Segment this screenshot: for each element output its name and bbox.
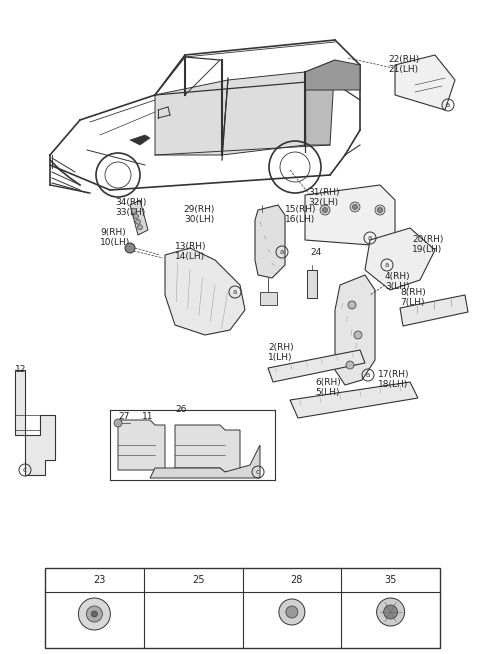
Text: 6(RH)
5(LH): 6(RH) 5(LH) bbox=[315, 378, 341, 398]
Polygon shape bbox=[365, 228, 435, 290]
Polygon shape bbox=[15, 370, 55, 475]
Text: 23: 23 bbox=[93, 575, 106, 585]
Circle shape bbox=[346, 361, 354, 369]
Polygon shape bbox=[201, 606, 207, 616]
Text: 2(RH)
1(LH): 2(RH) 1(LH) bbox=[268, 343, 294, 362]
Text: 4(RH)
3(LH): 4(RH) 3(LH) bbox=[385, 272, 410, 292]
Text: 25: 25 bbox=[192, 575, 204, 585]
Text: a: a bbox=[385, 262, 389, 268]
Polygon shape bbox=[130, 135, 150, 145]
Circle shape bbox=[375, 205, 385, 215]
Text: 13(RH)
14(LH): 13(RH) 14(LH) bbox=[175, 242, 206, 262]
Text: 27: 27 bbox=[118, 412, 130, 421]
Polygon shape bbox=[335, 275, 375, 385]
Circle shape bbox=[348, 301, 356, 309]
Circle shape bbox=[135, 219, 141, 224]
Text: 26: 26 bbox=[175, 405, 186, 414]
Polygon shape bbox=[260, 292, 277, 305]
Text: a: a bbox=[78, 576, 83, 585]
Polygon shape bbox=[150, 445, 260, 478]
Polygon shape bbox=[185, 600, 201, 622]
Polygon shape bbox=[188, 622, 198, 638]
Text: 24: 24 bbox=[310, 248, 321, 257]
Circle shape bbox=[352, 205, 358, 209]
Polygon shape bbox=[179, 606, 185, 616]
Polygon shape bbox=[118, 420, 165, 475]
Circle shape bbox=[114, 419, 122, 427]
Text: c: c bbox=[276, 576, 280, 585]
Polygon shape bbox=[288, 625, 296, 642]
Circle shape bbox=[86, 606, 102, 622]
Text: 11: 11 bbox=[142, 412, 154, 421]
Text: 31(RH)
32(LH): 31(RH) 32(LH) bbox=[308, 188, 339, 207]
Text: 8(RH)
7(LH): 8(RH) 7(LH) bbox=[400, 288, 426, 307]
Circle shape bbox=[377, 598, 405, 626]
Circle shape bbox=[137, 225, 143, 230]
Polygon shape bbox=[255, 205, 285, 278]
Text: 20(RH)
19(LH): 20(RH) 19(LH) bbox=[412, 235, 444, 254]
Circle shape bbox=[323, 207, 327, 213]
Polygon shape bbox=[222, 72, 305, 155]
Polygon shape bbox=[400, 295, 468, 326]
Polygon shape bbox=[305, 60, 335, 145]
Text: 12: 12 bbox=[15, 365, 26, 374]
Text: 35: 35 bbox=[384, 575, 397, 585]
Polygon shape bbox=[305, 60, 360, 90]
Polygon shape bbox=[155, 80, 228, 155]
Polygon shape bbox=[130, 200, 148, 235]
Text: 15(RH)
16(LH): 15(RH) 16(LH) bbox=[285, 205, 316, 224]
Polygon shape bbox=[165, 248, 245, 335]
Text: 17(RH)
18(LH): 17(RH) 18(LH) bbox=[378, 370, 409, 389]
Text: a: a bbox=[368, 235, 372, 241]
Text: a: a bbox=[446, 102, 450, 108]
Text: 29(RH)
30(LH): 29(RH) 30(LH) bbox=[184, 205, 215, 224]
Circle shape bbox=[286, 606, 298, 618]
Text: a: a bbox=[366, 372, 370, 378]
Polygon shape bbox=[268, 350, 365, 382]
Text: 34(RH)
33(LH): 34(RH) 33(LH) bbox=[115, 198, 146, 217]
Text: c: c bbox=[23, 467, 27, 473]
Polygon shape bbox=[290, 382, 418, 418]
Text: c: c bbox=[256, 469, 260, 475]
Text: 9(RH)
10(LH): 9(RH) 10(LH) bbox=[100, 228, 130, 247]
Text: 22(RH)
21(LH): 22(RH) 21(LH) bbox=[388, 55, 419, 75]
Circle shape bbox=[384, 605, 397, 619]
Circle shape bbox=[320, 205, 330, 215]
Polygon shape bbox=[305, 185, 395, 245]
Bar bbox=[45, 568, 440, 648]
Circle shape bbox=[132, 208, 136, 213]
Circle shape bbox=[354, 331, 362, 339]
Text: b: b bbox=[177, 576, 181, 585]
Polygon shape bbox=[89, 630, 99, 646]
Circle shape bbox=[279, 599, 305, 625]
Polygon shape bbox=[175, 425, 240, 472]
Text: a: a bbox=[280, 249, 284, 255]
Circle shape bbox=[125, 243, 135, 253]
Circle shape bbox=[133, 214, 139, 218]
Circle shape bbox=[91, 611, 97, 617]
Polygon shape bbox=[307, 270, 317, 298]
Circle shape bbox=[350, 202, 360, 212]
Text: a: a bbox=[233, 289, 237, 295]
Polygon shape bbox=[386, 626, 395, 642]
Text: 28: 28 bbox=[291, 575, 303, 585]
Circle shape bbox=[377, 207, 383, 213]
Polygon shape bbox=[395, 55, 455, 110]
Circle shape bbox=[78, 598, 110, 630]
